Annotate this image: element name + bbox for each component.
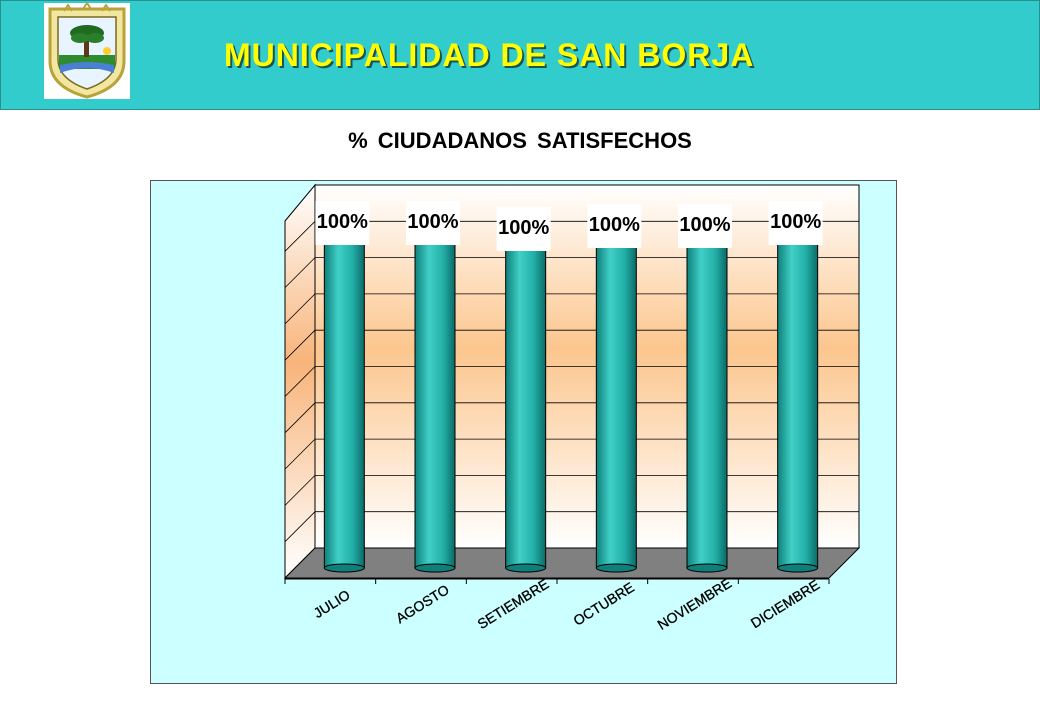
data-label-box: [496, 207, 551, 251]
x-tick-label: DICIEMBRE: [748, 576, 822, 631]
data-label: 100%: [317, 211, 368, 233]
bar-diciembre: [777, 242, 819, 569]
chart-title: % CIUDADANOS SATISFECHOS: [348, 128, 692, 153]
gridline-side: [284, 329, 316, 361]
gridline-side: [284, 366, 316, 397]
coat-of-arms-icon: [44, 3, 130, 99]
gridline-side: [284, 511, 316, 542]
gridline-side: [284, 257, 316, 288]
bar-julio: [323, 242, 365, 569]
data-label-box: [587, 204, 642, 248]
x-tick-label: SETIEMBRE: [474, 576, 551, 632]
bar-base: [777, 563, 819, 573]
data-label: 100%: [679, 214, 730, 236]
data-label-box: [406, 201, 460, 245]
bar-setiembre: [505, 248, 547, 569]
x-tick-label: NOVIEMBRE: [654, 575, 734, 633]
data-label: 100%: [407, 211, 458, 233]
data-label-box: [768, 201, 823, 245]
bar-octubre: [595, 245, 637, 569]
bar-noviembre: [686, 245, 728, 569]
x-tick-label: AGOSTO: [393, 581, 452, 626]
data-label-box: [315, 201, 370, 245]
x-tick-label: OCTUBRE: [570, 579, 637, 629]
bar-chart: 100% 100% 100% 100% 100% 100% JULIO AGOSTO SETIE…: [283, 183, 861, 633]
data-label: 100%: [498, 217, 549, 239]
bar-base: [414, 563, 456, 573]
header-banner: MUNICIPALIDAD DE SAN BORJA: [0, 0, 1040, 110]
bar-base: [595, 563, 637, 573]
gridline-side: [284, 438, 316, 470]
x-tick-label: JULIO: [311, 586, 353, 621]
bar-base: [323, 563, 365, 573]
chart-area: 100% 100% 100% 100% 100% 100% JULIO AGOSTO SETIE…: [150, 180, 897, 684]
data-label: 100%: [770, 211, 821, 233]
chart-floor: [283, 547, 861, 579]
gridline-side: [284, 475, 316, 506]
gridline-side: [284, 402, 316, 434]
bar-base: [505, 563, 547, 573]
data-label-box: [678, 204, 732, 248]
data-label: 100%: [589, 214, 640, 236]
bar-agosto: [414, 242, 456, 569]
page-title: MUNICIPALIDAD DE SAN BORJA: [224, 37, 755, 73]
gridline-side: [284, 221, 316, 252]
bar-base: [686, 563, 728, 573]
gridline-side: [284, 293, 316, 325]
